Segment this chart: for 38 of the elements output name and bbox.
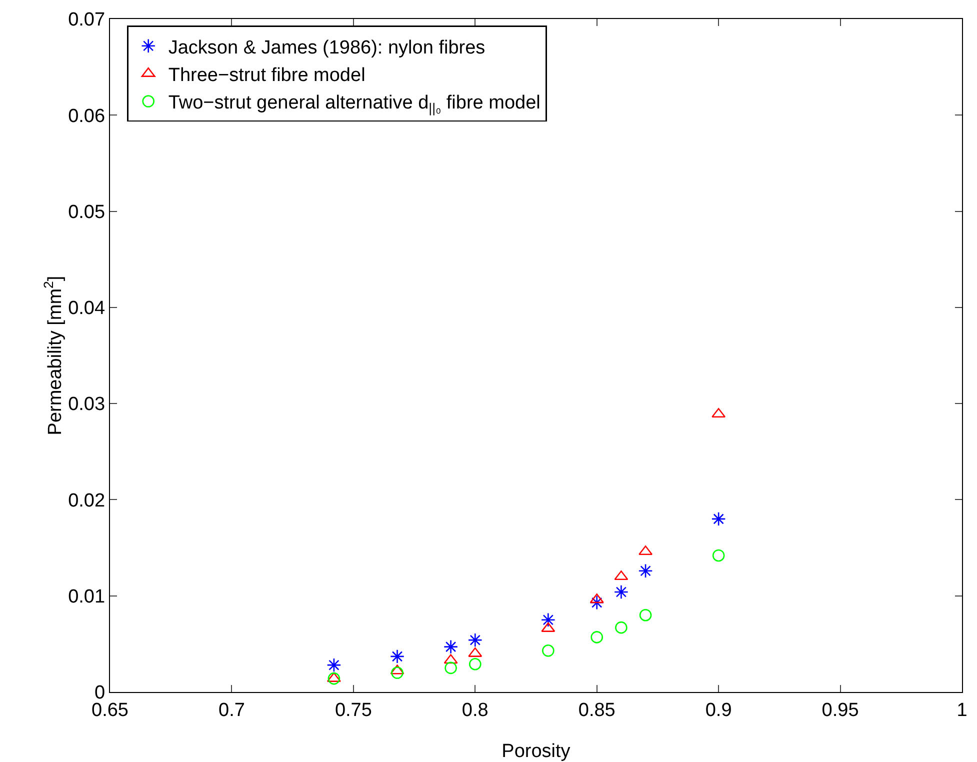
point <box>614 584 628 600</box>
point <box>639 608 652 622</box>
point <box>542 644 554 657</box>
x-axis-title: Porosity <box>502 741 571 762</box>
x-tick-label: 0.7 <box>218 700 245 721</box>
legend-label: Two−strut general alternative d$_{||₀}$ fibre model <box>168 92 540 116</box>
x-tick-label: 0.95 <box>822 700 859 721</box>
point <box>328 672 340 685</box>
y-tick-label: 0.03 <box>68 394 106 416</box>
x-tick-label: 1 <box>956 700 968 721</box>
legend-label: Jackson & James (1986): nylon fibres <box>168 37 486 58</box>
point <box>326 658 342 672</box>
point <box>444 640 458 654</box>
y-tick-label: 0.06 <box>68 106 106 127</box>
point <box>615 621 628 634</box>
y-tick-label: 0.01 <box>68 586 106 608</box>
y-tick-label: 0.02 <box>68 490 106 512</box>
point <box>712 549 725 562</box>
point <box>614 570 628 580</box>
point <box>468 632 482 648</box>
x-tick-label: 0.9 <box>705 700 732 721</box>
point <box>390 649 404 664</box>
point <box>638 564 653 578</box>
x-tick-label: 0.8 <box>462 700 488 721</box>
point <box>391 666 404 679</box>
y-tick-label: 0.05 <box>68 202 106 223</box>
y-tick-label: 0.04 <box>68 298 106 320</box>
point <box>590 595 604 610</box>
y-tick-label: 0.07 <box>68 10 106 31</box>
point <box>638 545 653 556</box>
point <box>540 612 556 628</box>
x-tick-label: 0.75 <box>334 700 372 721</box>
point <box>444 662 457 674</box>
point <box>711 512 726 526</box>
legend-label: Three−strut fibre model <box>168 64 366 86</box>
point <box>590 631 604 644</box>
x-tick-label: 0.85 <box>578 700 616 721</box>
point <box>468 658 482 670</box>
